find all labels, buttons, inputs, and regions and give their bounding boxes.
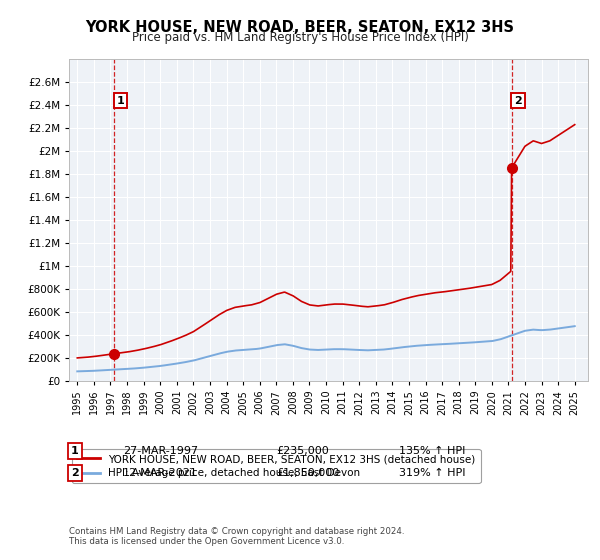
Text: 12-MAR-2021: 12-MAR-2021: [123, 468, 198, 478]
Text: £1,850,000: £1,850,000: [276, 468, 339, 478]
Text: £235,000: £235,000: [276, 446, 329, 456]
Text: Price paid vs. HM Land Registry's House Price Index (HPI): Price paid vs. HM Land Registry's House …: [131, 31, 469, 44]
Text: 2: 2: [71, 468, 79, 478]
Text: Contains HM Land Registry data © Crown copyright and database right 2024.
This d: Contains HM Land Registry data © Crown c…: [69, 526, 404, 546]
Text: 319% ↑ HPI: 319% ↑ HPI: [399, 468, 466, 478]
Text: YORK HOUSE, NEW ROAD, BEER, SEATON, EX12 3HS: YORK HOUSE, NEW ROAD, BEER, SEATON, EX12…: [86, 20, 515, 35]
Text: 2: 2: [514, 96, 522, 106]
Text: 1: 1: [71, 446, 79, 456]
Text: 135% ↑ HPI: 135% ↑ HPI: [399, 446, 466, 456]
Text: 1: 1: [117, 96, 125, 106]
Text: 27-MAR-1997: 27-MAR-1997: [123, 446, 198, 456]
Legend: YORK HOUSE, NEW ROAD, BEER, SEATON, EX12 3HS (detached house), HPI: Average pric: YORK HOUSE, NEW ROAD, BEER, SEATON, EX12…: [71, 449, 481, 483]
